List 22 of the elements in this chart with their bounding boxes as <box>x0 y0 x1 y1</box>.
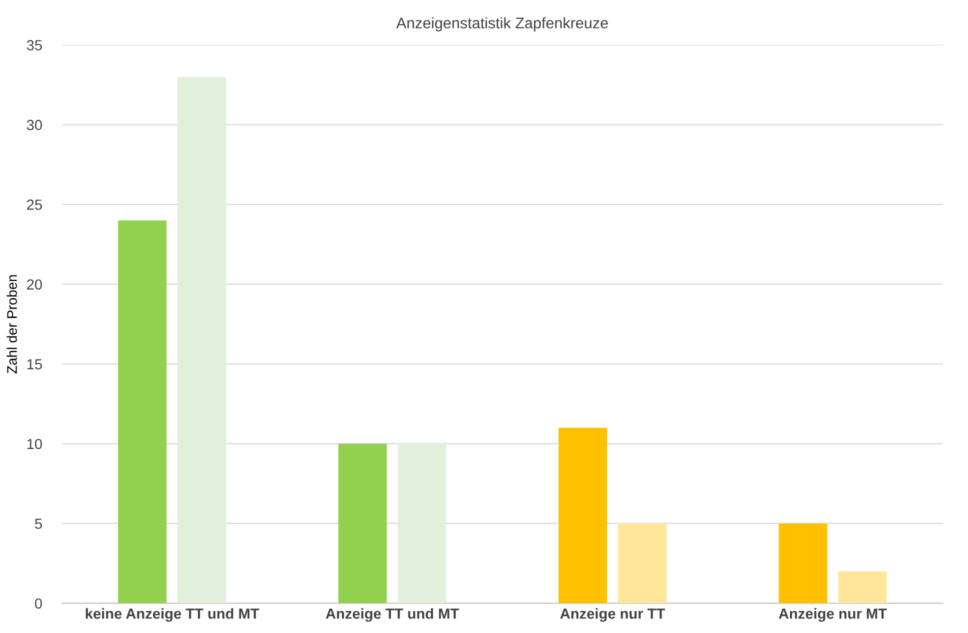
bar <box>838 571 887 604</box>
y-tick-label: 0 <box>34 598 42 609</box>
x-tick-label: Anzeige nur TT <box>560 608 666 622</box>
bar <box>178 76 226 604</box>
chart-title: Anzeigenstatistik Zapfenkreuze <box>396 17 608 32</box>
bar <box>398 444 446 604</box>
y-axis-title: Zahl der Proben <box>6 275 17 374</box>
y-tick-label: 35 <box>26 40 42 50</box>
bar <box>118 220 167 604</box>
bar <box>558 428 607 604</box>
y-tick-label: 25 <box>27 200 42 210</box>
y-tick-label: 10 <box>27 438 42 450</box>
bar <box>618 523 666 604</box>
y-tick-label: 5 <box>34 518 42 529</box>
bar <box>338 444 387 604</box>
y-tick-label: 15 <box>27 359 42 370</box>
x-tick-label: keine Anzeige TT und MT <box>86 608 260 622</box>
x-tick-label: Anzeige nur MT <box>778 608 887 622</box>
y-tick-label: 30 <box>26 120 42 130</box>
x-tick-label: Anzeige TT und MT <box>326 608 459 622</box>
bar <box>778 523 828 604</box>
y-tick-label: 20 <box>27 279 42 290</box>
